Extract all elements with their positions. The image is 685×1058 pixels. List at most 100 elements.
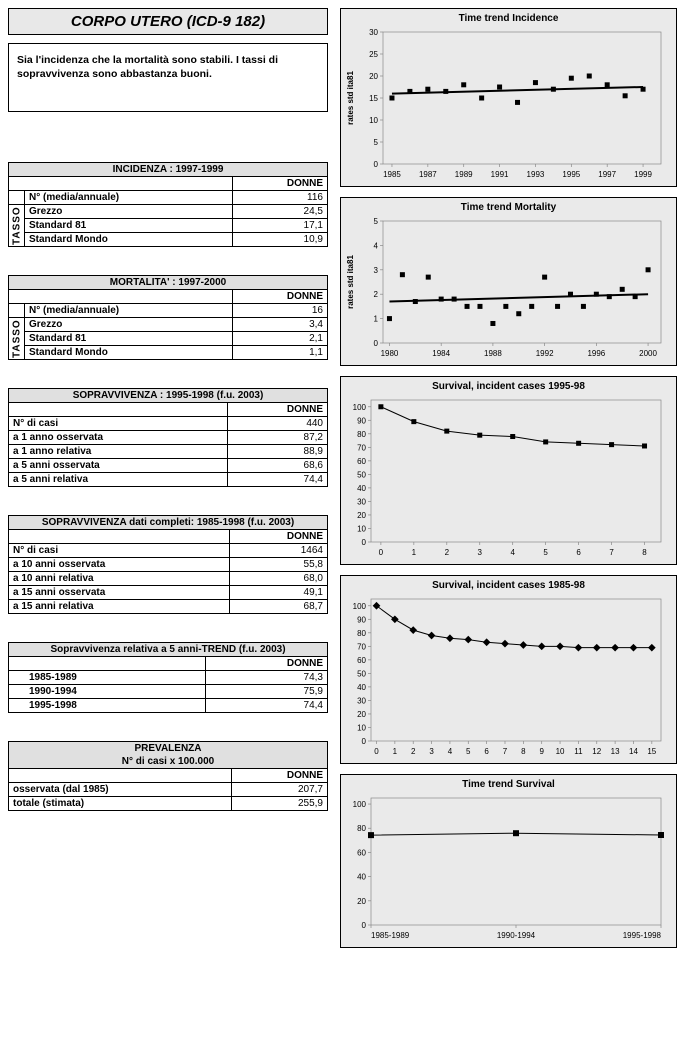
svg-text:11: 11 — [574, 747, 583, 756]
table-prevalenza: PREVALENZA N° di casi x 100.000 DONNE os… — [8, 741, 328, 811]
svg-text:5: 5 — [543, 548, 548, 557]
svg-text:4: 4 — [374, 241, 379, 250]
svg-text:5: 5 — [374, 138, 379, 147]
svg-text:70: 70 — [357, 642, 366, 651]
svg-text:0: 0 — [362, 538, 367, 547]
svg-text:40: 40 — [357, 873, 366, 882]
svg-text:1993: 1993 — [527, 170, 545, 179]
svg-text:10: 10 — [357, 723, 366, 732]
row-val: 24,5 — [233, 205, 328, 219]
row-label: osservata (dal 1985) — [9, 783, 232, 797]
svg-text:7: 7 — [609, 548, 614, 557]
svg-text:10: 10 — [369, 116, 378, 125]
table-sopravvivenza-1: SOPRAVVIVENZA : 1995-1998 (f.u. 2003) DO… — [8, 388, 328, 487]
svg-text:6: 6 — [576, 548, 581, 557]
chart-survival-95: Survival, incident cases 1995-98 0102030… — [340, 376, 677, 565]
row-val: 2,1 — [233, 332, 328, 346]
row-label: a 10 anni osservata — [9, 558, 230, 572]
svg-text:2: 2 — [374, 290, 379, 299]
row-label: N° (media/annuale) — [25, 304, 233, 318]
svg-text:14: 14 — [629, 747, 638, 756]
svg-text:60: 60 — [357, 457, 366, 466]
svg-text:1996: 1996 — [587, 349, 605, 358]
chart-title: Time trend Incidence — [341, 9, 676, 26]
chart-survival-85: Survival, incident cases 1985-98 0102030… — [340, 575, 677, 764]
table-header: PREVALENZA — [9, 742, 328, 756]
row-val: 68,0 — [229, 572, 327, 586]
chart-incidence: Time trend Incidence 0510152025301985198… — [340, 8, 677, 187]
row-label: Standard Mondo — [25, 346, 233, 360]
svg-text:3: 3 — [478, 548, 483, 557]
svg-text:1984: 1984 — [432, 349, 450, 358]
svg-text:1999: 1999 — [634, 170, 652, 179]
svg-text:8: 8 — [521, 747, 526, 756]
row-val: 207,7 — [231, 783, 327, 797]
col-head: DONNE — [233, 177, 328, 191]
svg-text:12: 12 — [592, 747, 601, 756]
svg-text:1988: 1988 — [484, 349, 502, 358]
svg-text:40: 40 — [357, 683, 366, 692]
svg-text:1987: 1987 — [419, 170, 437, 179]
svg-text:10: 10 — [556, 747, 565, 756]
svg-text:30: 30 — [369, 28, 378, 37]
col-head: DONNE — [229, 530, 327, 544]
svg-text:80: 80 — [357, 629, 366, 638]
svg-text:1992: 1992 — [536, 349, 554, 358]
row-val: 55,8 — [229, 558, 327, 572]
row-label: a 5 anni osservata — [9, 459, 228, 473]
table-header: SOPRAVVIVENZA : 1995-1998 (f.u. 2003) — [9, 389, 328, 403]
row-val: 68,6 — [228, 459, 328, 473]
row-label: Standard 81 — [25, 219, 233, 233]
row-val: 49,1 — [229, 586, 327, 600]
row-val: 3,4 — [233, 318, 328, 332]
svg-text:40: 40 — [357, 484, 366, 493]
svg-text:0: 0 — [374, 747, 379, 756]
svg-text:0: 0 — [379, 548, 384, 557]
description-box: Sia l'incidenza che la mortalità sono st… — [8, 43, 328, 112]
svg-text:50: 50 — [357, 470, 366, 479]
table-sopravvivenza-2: SOPRAVVIVENZA dati completi: 1985-1998 (… — [8, 515, 328, 614]
svg-text:20: 20 — [369, 72, 378, 81]
row-val: 74,4 — [228, 473, 328, 487]
svg-text:3: 3 — [429, 747, 434, 756]
row-val: 255,9 — [231, 797, 327, 811]
svg-text:2000: 2000 — [639, 349, 657, 358]
svg-text:2: 2 — [411, 747, 416, 756]
table-header: MORTALITA' : 1997-2000 — [9, 276, 328, 290]
svg-text:4: 4 — [448, 747, 453, 756]
svg-text:100: 100 — [353, 403, 367, 412]
row-val: 440 — [228, 417, 328, 431]
svg-text:rates std ita81: rates std ita81 — [346, 71, 355, 125]
svg-text:10: 10 — [357, 524, 366, 533]
row-label: Grezzo — [25, 318, 233, 332]
svg-text:4: 4 — [510, 548, 515, 557]
row-val: 88,9 — [228, 445, 328, 459]
svg-text:100: 100 — [353, 800, 367, 809]
row-label: 1985-1989 — [9, 671, 206, 685]
svg-text:1995-1998: 1995-1998 — [623, 931, 662, 940]
row-label: a 1 anno relativa — [9, 445, 228, 459]
svg-text:7: 7 — [503, 747, 508, 756]
svg-text:1: 1 — [412, 548, 417, 557]
row-val: 10,9 — [233, 233, 328, 247]
table-subheader: N° di casi x 100.000 — [9, 755, 328, 769]
table-header: INCIDENZA : 1997-1999 — [9, 163, 328, 177]
table-trend-5anni: Sopravvivenza relativa a 5 anni-TREND (f… — [8, 642, 328, 713]
row-label: Standard 81 — [25, 332, 233, 346]
row-val: 87,2 — [228, 431, 328, 445]
svg-text:50: 50 — [357, 669, 366, 678]
chart-title: Survival, incident cases 1985-98 — [341, 576, 676, 593]
svg-text:25: 25 — [369, 50, 378, 59]
table-header: SOPRAVVIVENZA dati completi: 1985-1998 (… — [9, 516, 328, 530]
row-label: a 15 anni relativa — [9, 600, 230, 614]
row-val: 1464 — [229, 544, 327, 558]
table-incidenza: INCIDENZA : 1997-1999 DONNE N° (media/an… — [8, 162, 328, 247]
row-label: N° di casi — [9, 544, 230, 558]
svg-text:rates std ita81: rates std ita81 — [346, 255, 355, 309]
table-mortalita: MORTALITA' : 1997-2000 DONNE N° (media/a… — [8, 275, 328, 360]
row-label: N° (media/annuale) — [25, 191, 233, 205]
svg-text:0: 0 — [362, 737, 367, 746]
tasso-label: TASSO — [9, 318, 25, 360]
row-val: 16 — [233, 304, 328, 318]
col-head: DONNE — [231, 769, 327, 783]
